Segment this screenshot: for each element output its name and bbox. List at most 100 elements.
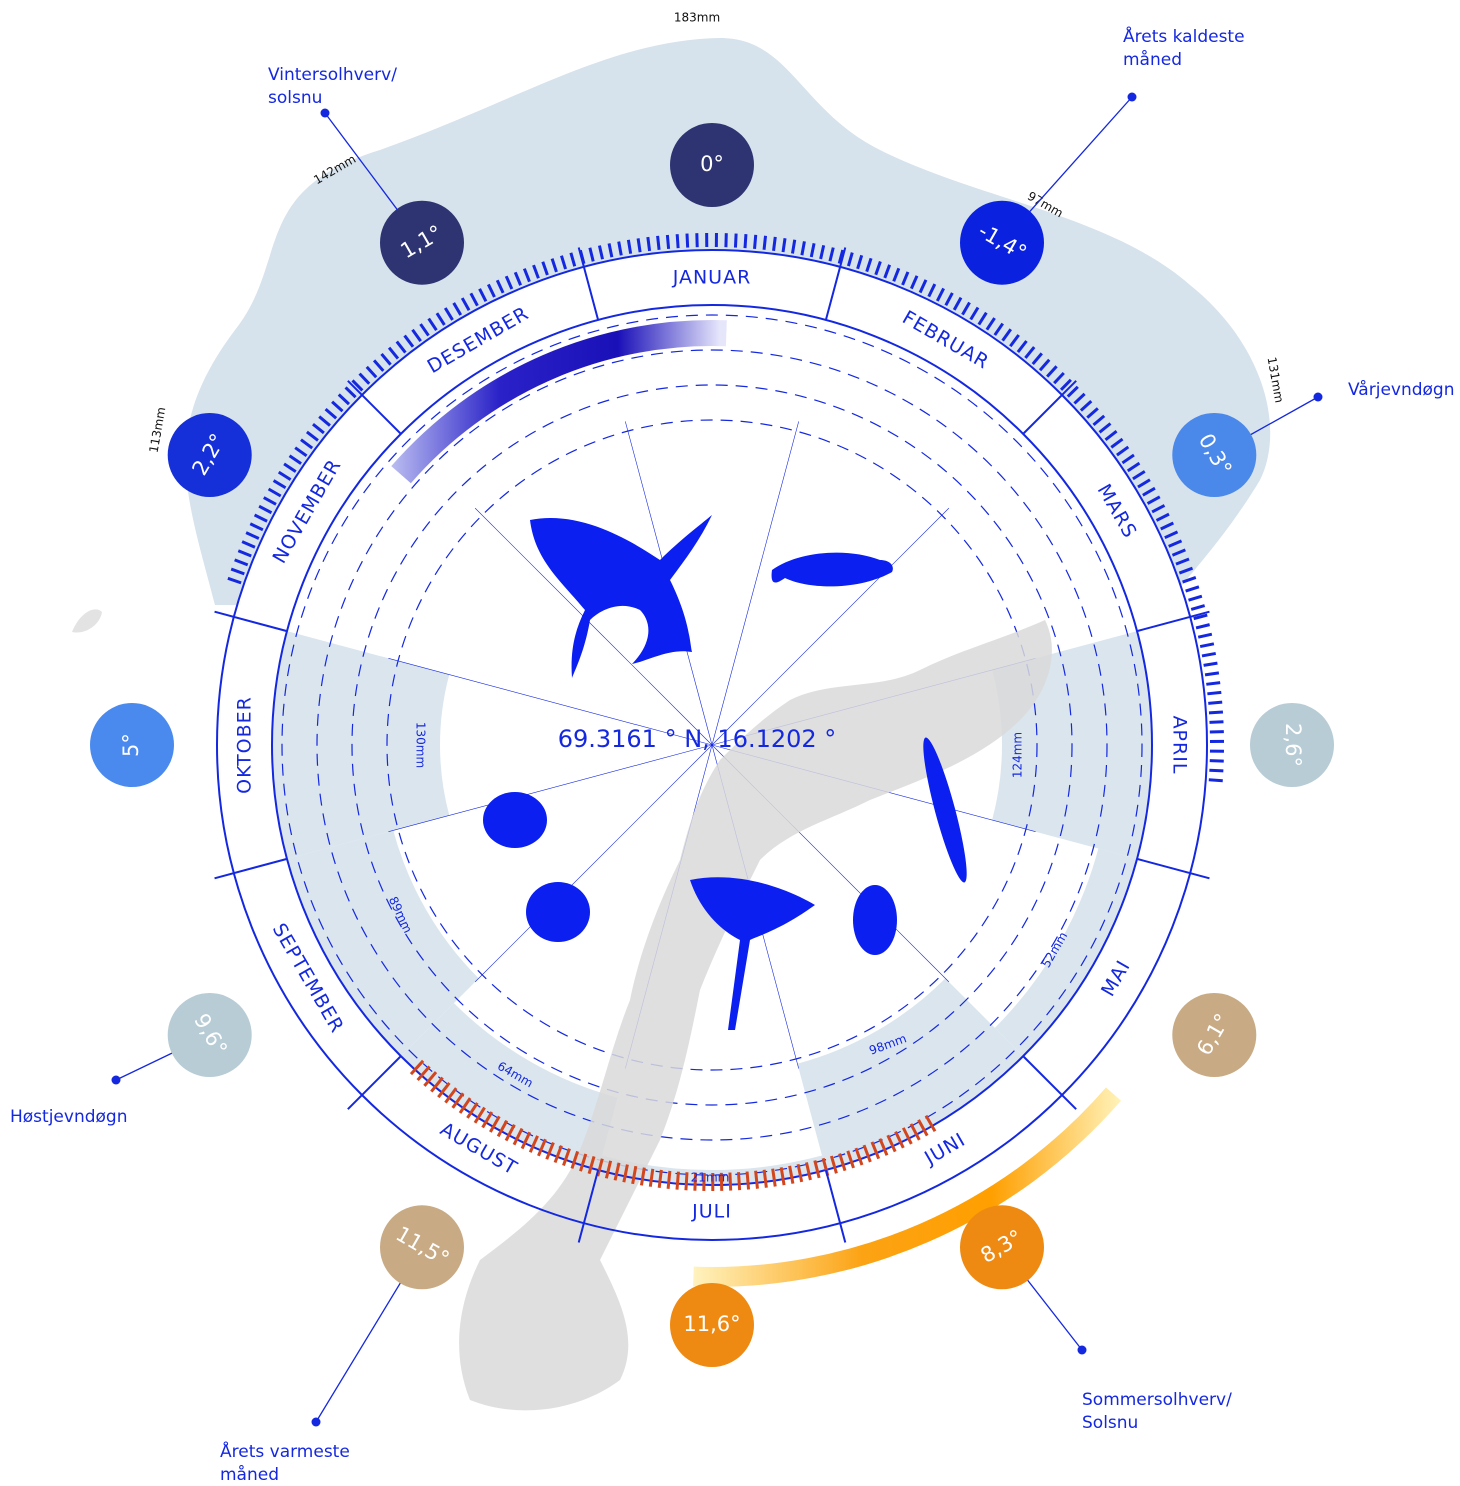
dashed-ring (351, 384, 1073, 1106)
daylight-tick (743, 234, 748, 249)
month-label: APRIL (1169, 716, 1191, 775)
dashed-ring (386, 419, 1038, 1071)
month-divider (1136, 857, 1210, 880)
month-divider (577, 1169, 600, 1243)
daylight-tick (874, 260, 882, 276)
annotation-text: Vårjevndøgn (1348, 379, 1455, 400)
month-divider (1022, 380, 1077, 435)
daylight-tick (550, 258, 558, 273)
daylight-tick (294, 446, 308, 458)
icons (483, 515, 967, 1030)
summer-tick (537, 1138, 547, 1157)
daylight-tick (1155, 512, 1170, 522)
daylight-tick (1116, 445, 1130, 457)
daylight-tick (522, 268, 531, 283)
daylight-tick (1209, 768, 1224, 773)
daylight-tick (237, 549, 252, 558)
daylight-tick (1121, 453, 1135, 465)
daylight-tick (1164, 530, 1179, 540)
daylight-tick (753, 234, 758, 249)
daylight-tick (469, 292, 479, 307)
summer-tick (545, 1141, 555, 1160)
daylight-tick (487, 283, 496, 298)
daylight-tick (1185, 585, 1200, 593)
summer-tick (870, 1141, 881, 1160)
daylight-tick (656, 235, 661, 250)
daylight-tick (790, 239, 797, 254)
daylight-tick (1182, 576, 1197, 584)
month-divider (824, 247, 847, 321)
month-divider (1022, 1055, 1077, 1110)
island (72, 609, 102, 633)
annotation-text: Årets kaldeste (1123, 25, 1245, 47)
spoke (474, 744, 713, 983)
summer-tick (693, 1172, 698, 1191)
daylight-tick (909, 275, 919, 290)
summer-tick (762, 1169, 768, 1188)
leader-dot (1313, 392, 1323, 402)
annotation-text: Høstjevndøgn (10, 1107, 127, 1127)
daylight-tick (626, 239, 633, 254)
daylight-tick (665, 234, 671, 250)
daylight-tick (1086, 407, 1099, 419)
dashed-ring (316, 349, 1108, 1141)
daylight-tick (617, 241, 623, 256)
coordinates: 69.3161 ° N, 16.1202 ° (558, 725, 837, 753)
annotation-text: solsnu (268, 88, 322, 108)
daylight-tick (1197, 632, 1213, 639)
summer-tick (901, 1127, 913, 1145)
summer-tick (846, 1150, 855, 1169)
summer-tick (512, 1127, 524, 1146)
daylight-tick (1110, 437, 1124, 449)
summer-tick (737, 1172, 742, 1191)
daylight-tick (277, 470, 292, 481)
dashed-ring (281, 314, 1143, 1176)
daylight-tick (1190, 604, 1206, 611)
daylight-tick (733, 233, 738, 248)
spoke (388, 744, 713, 832)
daylight-tick (427, 317, 438, 332)
daylight-tick (435, 312, 446, 326)
daylight-tick (819, 245, 826, 260)
daylight-tick (1178, 566, 1194, 575)
daylight-tick (387, 346, 400, 360)
daylight-tick (230, 567, 245, 576)
summer-tick (631, 1165, 638, 1185)
summer-tick (458, 1097, 472, 1114)
summer-tick (528, 1135, 539, 1153)
daylight-tick (478, 288, 488, 302)
precip-sector (286, 830, 479, 1057)
daylight-tick (1104, 430, 1118, 441)
summer-tick (754, 1170, 759, 1189)
precipitation-label: 124mm (1011, 732, 1025, 778)
annotation-text: Solsnu (1082, 1413, 1138, 1433)
summer-tick (745, 1171, 751, 1190)
spoke (711, 507, 950, 746)
summer-tick (854, 1147, 864, 1166)
norway-map (459, 620, 1052, 1411)
daylight-tick (403, 334, 415, 348)
temperature-badge (670, 123, 754, 207)
summer-tick (473, 1106, 486, 1124)
precipitation-label: 21mm (691, 1171, 730, 1185)
angelica-icon (690, 877, 815, 1030)
summer-tick (838, 1153, 847, 1172)
daylight-tick (1208, 778, 1223, 783)
daylight-tick (560, 255, 568, 270)
leader-dot (320, 108, 330, 118)
annotation-text: Årets varmeste (220, 1440, 350, 1462)
summer-tick (604, 1160, 613, 1179)
daylight-tick (1046, 365, 1058, 378)
daylight-tick (1092, 414, 1106, 427)
daylight-tick (532, 264, 540, 279)
temperature-badge (380, 200, 464, 285)
month-divider (214, 857, 288, 880)
daylight-tick (762, 235, 768, 250)
summer-tick (437, 1082, 451, 1099)
daylight-tick (1201, 651, 1217, 658)
daylight-tick (636, 238, 642, 253)
daylight-tick (1073, 392, 1086, 405)
daylight-tick (675, 234, 680, 249)
daylight-tick (985, 317, 996, 331)
daylight-tick (1059, 378, 1072, 391)
